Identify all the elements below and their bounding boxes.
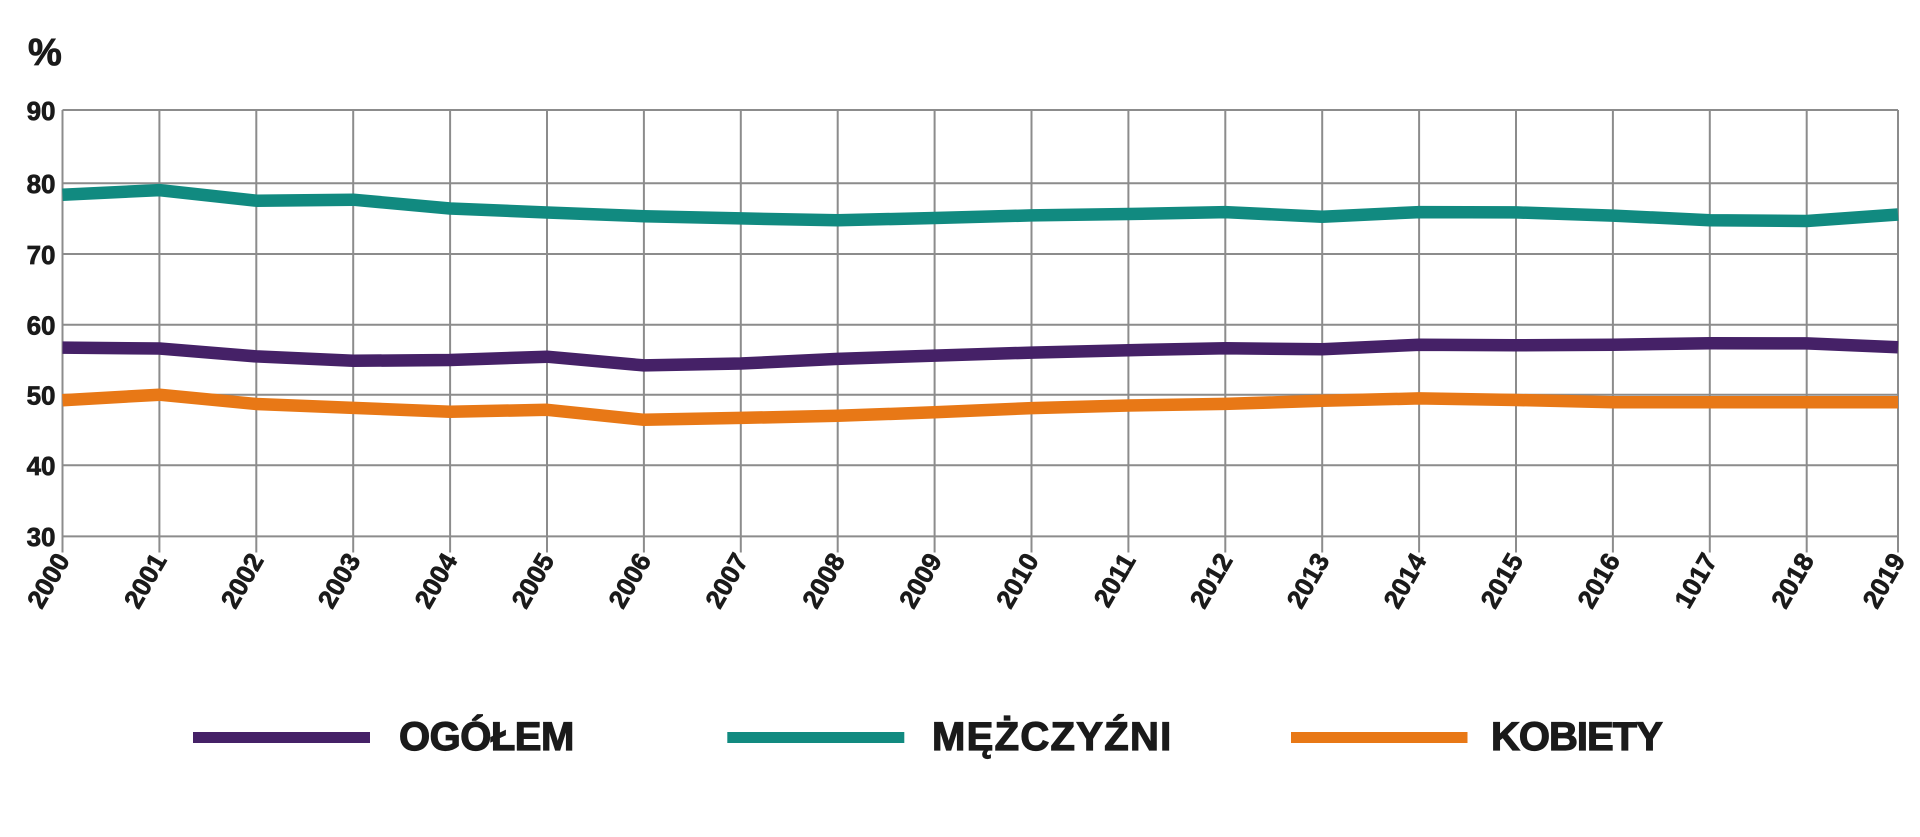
svg-text:90: 90	[27, 96, 56, 126]
svg-text:80: 80	[27, 169, 56, 199]
svg-text:OGÓŁEM: OGÓŁEM	[399, 713, 574, 759]
svg-text:MĘŻCZYŹNI: MĘŻCZYŹNI	[932, 714, 1173, 759]
svg-text:30: 30	[27, 522, 56, 552]
svg-text:70: 70	[27, 240, 56, 270]
svg-text:50: 50	[27, 381, 56, 411]
svg-text:40: 40	[27, 451, 56, 481]
svg-text:KOBIETY: KOBIETY	[1491, 715, 1663, 759]
svg-text:60: 60	[27, 311, 56, 341]
svg-text:%: %	[28, 32, 62, 74]
